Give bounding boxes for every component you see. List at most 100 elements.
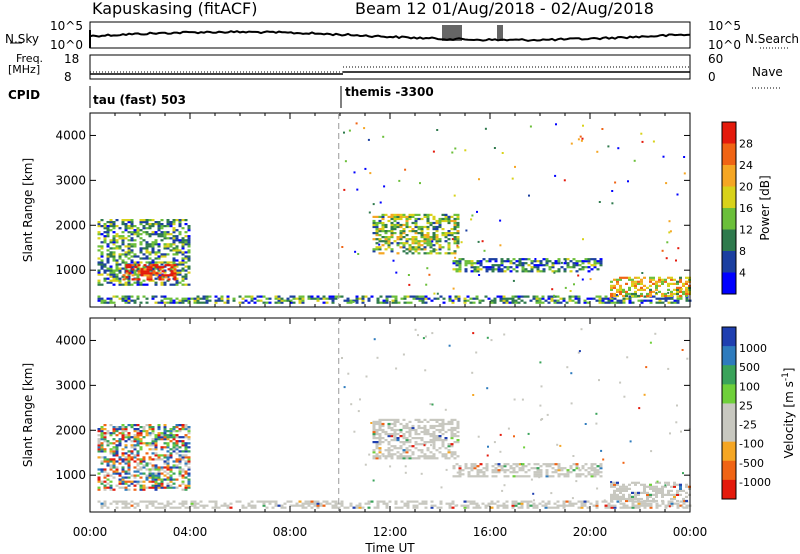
velocity-panel-cell bbox=[103, 480, 107, 483]
power-panel-cell bbox=[253, 297, 257, 300]
velocity-panel-cell bbox=[667, 493, 670, 496]
velocity-panel-cell bbox=[103, 448, 107, 451]
velocity-panel-speckle bbox=[675, 421, 678, 424]
velocity-panel-cell bbox=[619, 491, 622, 494]
power-panel-cell bbox=[130, 251, 134, 254]
power-panel-cell bbox=[598, 299, 602, 302]
power-panel-cell bbox=[136, 267, 140, 270]
velocity-panel-cell bbox=[169, 466, 173, 469]
velocity-panel-cell bbox=[593, 467, 597, 470]
power-panel-cell bbox=[130, 271, 134, 274]
power-panel-cell bbox=[172, 241, 176, 244]
power-panel-cell bbox=[161, 274, 165, 277]
power-panel-cell bbox=[453, 225, 457, 229]
velocity-panel-cell bbox=[649, 506, 653, 509]
velocity-panel-cell bbox=[184, 456, 188, 459]
power-panel-cell bbox=[587, 270, 591, 273]
power-panel-cell bbox=[581, 268, 585, 271]
velocity-panel-cell bbox=[184, 444, 188, 447]
velocity-panel-cell bbox=[157, 428, 161, 431]
power-panel-cell bbox=[169, 243, 173, 246]
power-panel-cell bbox=[500, 264, 504, 267]
velocity-panel-cell bbox=[169, 478, 173, 481]
velocity-panel-cell bbox=[97, 434, 101, 437]
velocity-panel-cell bbox=[121, 476, 125, 479]
velocity-panel-cell bbox=[429, 433, 433, 436]
velocity-panel-cell bbox=[175, 442, 179, 445]
power-panel-cell bbox=[106, 261, 110, 264]
velocity-panel-cell bbox=[328, 502, 332, 505]
power-panel-cell bbox=[331, 297, 335, 300]
power-panel-cell bbox=[112, 235, 116, 238]
velocity-panel-cell bbox=[533, 471, 537, 474]
velocity-panel-cell bbox=[628, 483, 631, 486]
velocity-panel-cell bbox=[175, 434, 179, 437]
velocity-panel-cell bbox=[151, 476, 155, 479]
power-panel-cell bbox=[175, 283, 179, 286]
velocity-panel-cell bbox=[127, 488, 131, 491]
velocity-panel-colorbar-seg bbox=[722, 365, 736, 385]
power-panel-cell bbox=[444, 213, 448, 216]
velocity-panel-cell bbox=[112, 432, 116, 435]
power-panel-speckle bbox=[577, 138, 580, 141]
velocity-panel-cell bbox=[154, 466, 158, 469]
power-panel-cell bbox=[631, 292, 634, 296]
power-panel-cell bbox=[175, 265, 179, 268]
velocity-panel-cell bbox=[511, 504, 515, 507]
power-panel-cell bbox=[130, 299, 134, 302]
velocity-panel-cell bbox=[121, 430, 125, 433]
power-panel-cell bbox=[488, 260, 492, 263]
velocity-panel-cell bbox=[441, 433, 445, 436]
power-panel-cell bbox=[514, 301, 518, 304]
power-panel-cell bbox=[372, 221, 376, 225]
velocity-panel-cell bbox=[172, 426, 176, 429]
velocity-panel-cell bbox=[490, 500, 494, 503]
power-panel-cell bbox=[556, 295, 560, 298]
power-panel-cell bbox=[673, 301, 677, 304]
velocity-panel-speckle bbox=[650, 450, 653, 453]
power-panel-cell bbox=[158, 268, 162, 271]
velocity-panel-cell bbox=[503, 465, 507, 468]
velocity-panel-cell bbox=[470, 463, 474, 466]
velocity-panel-cell bbox=[181, 504, 185, 507]
velocity-panel-cell bbox=[661, 487, 664, 490]
power-panel-cell bbox=[121, 249, 125, 252]
power-panel-cell bbox=[658, 276, 661, 279]
power-panel-cell bbox=[456, 221, 460, 225]
velocity-panel-cell bbox=[361, 506, 365, 509]
velocity-panel-cell bbox=[586, 506, 590, 509]
velocity-panel-speckle bbox=[595, 412, 598, 415]
velocity-panel-cell bbox=[127, 470, 131, 473]
velocity-panel-cell bbox=[178, 502, 182, 505]
power-panel-cell bbox=[429, 238, 433, 241]
velocity-panel-cell bbox=[676, 506, 680, 509]
velocity-panel-cell bbox=[172, 466, 176, 469]
velocity-panel-cell bbox=[496, 506, 500, 509]
power-panel-cell bbox=[173, 274, 177, 277]
velocity-panel-cell bbox=[649, 487, 652, 490]
velocity-panel-cell bbox=[393, 437, 397, 440]
velocity-panel-cell bbox=[307, 504, 311, 507]
power-panel-cell bbox=[154, 283, 158, 286]
velocity-panel-cell bbox=[551, 475, 555, 478]
power-panel-cell bbox=[331, 295, 335, 298]
power-panel-cell bbox=[447, 219, 451, 223]
power-panel-cell bbox=[115, 225, 119, 228]
velocity-panel-cell bbox=[384, 418, 388, 421]
power-panel-cell bbox=[181, 219, 185, 222]
power-panel-cell bbox=[301, 299, 305, 302]
power-panel-cell bbox=[226, 297, 230, 300]
velocity-panel-cell bbox=[685, 485, 688, 488]
velocity-panel-cell bbox=[396, 439, 400, 442]
velocity-panel-cell bbox=[387, 424, 391, 428]
velocity-panel-speckle bbox=[681, 505, 684, 508]
power-panel-cell bbox=[658, 284, 661, 287]
velocity-panel-cell bbox=[399, 422, 403, 426]
velocity-panel-colorbar-seg bbox=[722, 441, 736, 462]
velocity-panel-cell bbox=[454, 504, 458, 507]
velocity-panel-speckle bbox=[422, 337, 425, 340]
power-panel-cell bbox=[628, 278, 631, 281]
xtick-label: 08:00 bbox=[273, 525, 308, 539]
power-panel-cell bbox=[536, 266, 540, 269]
power-panel-cell bbox=[512, 258, 516, 261]
